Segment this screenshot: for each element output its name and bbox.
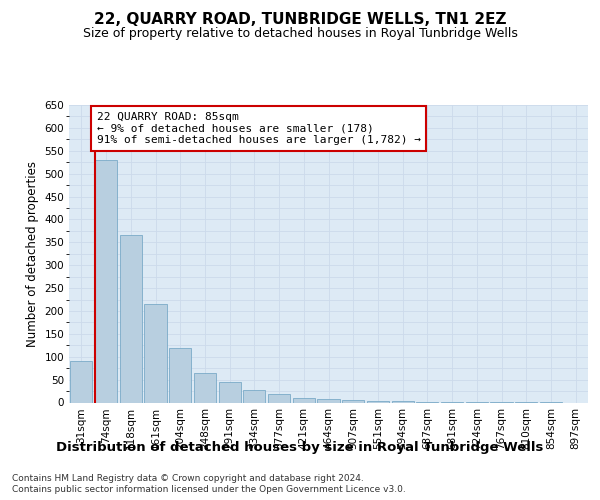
Bar <box>145 304 167 402</box>
Bar <box>169 348 191 403</box>
Bar <box>293 398 315 402</box>
Y-axis label: Number of detached properties: Number of detached properties <box>26 161 39 347</box>
Bar <box>317 400 340 402</box>
Bar <box>95 160 117 402</box>
Text: Contains HM Land Registry data © Crown copyright and database right 2024.: Contains HM Land Registry data © Crown c… <box>12 474 364 483</box>
Bar <box>342 400 364 402</box>
Text: Distribution of detached houses by size in Royal Tunbridge Wells: Distribution of detached houses by size … <box>56 441 544 454</box>
Text: Size of property relative to detached houses in Royal Tunbridge Wells: Size of property relative to detached ho… <box>83 28 517 40</box>
Text: 22 QUARRY ROAD: 85sqm
← 9% of detached houses are smaller (178)
91% of semi-deta: 22 QUARRY ROAD: 85sqm ← 9% of detached h… <box>97 112 421 145</box>
Bar <box>218 382 241 402</box>
Bar <box>392 401 414 402</box>
Text: 22, QUARRY ROAD, TUNBRIDGE WELLS, TN1 2EZ: 22, QUARRY ROAD, TUNBRIDGE WELLS, TN1 2E… <box>94 12 506 28</box>
Text: Contains public sector information licensed under the Open Government Licence v3: Contains public sector information licen… <box>12 485 406 494</box>
Bar <box>70 362 92 403</box>
Bar <box>367 401 389 402</box>
Bar <box>268 394 290 402</box>
Bar <box>194 373 216 402</box>
Bar <box>119 236 142 402</box>
Bar <box>243 390 265 402</box>
